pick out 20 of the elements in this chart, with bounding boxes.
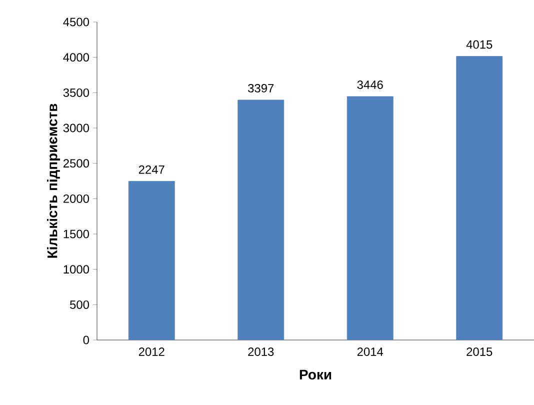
data-label: 3446 bbox=[357, 80, 383, 89]
data-label: 4015 bbox=[466, 40, 492, 49]
y-tick-label: 2500 bbox=[63, 159, 90, 168]
y-tick-label: 3500 bbox=[63, 88, 90, 97]
y-tick-label: 3000 bbox=[63, 124, 90, 132]
y-tick-label: 1500 bbox=[64, 230, 90, 238]
data-label: 3397 bbox=[248, 84, 274, 92]
x-tick-label: 2015 bbox=[466, 348, 492, 356]
data-label: 2247 bbox=[138, 165, 164, 174]
x-tick-label: 2014 bbox=[357, 348, 384, 356]
y-axis-title: Кількість підприємств bbox=[47, 104, 60, 258]
y-tick-label: 500 bbox=[70, 300, 90, 309]
y-tick-label: 4500 bbox=[63, 18, 90, 26]
x-tick-label: 2013 bbox=[248, 348, 274, 356]
y-tick-label: 0 bbox=[83, 336, 90, 344]
y-tick-label: 1000 bbox=[64, 265, 90, 274]
x-axis-title: Роки bbox=[300, 370, 332, 380]
x-tick-label: 2012 bbox=[138, 348, 164, 356]
y-tick-label: 4000 bbox=[63, 53, 90, 62]
y-tick-label: 2000 bbox=[63, 194, 90, 203]
